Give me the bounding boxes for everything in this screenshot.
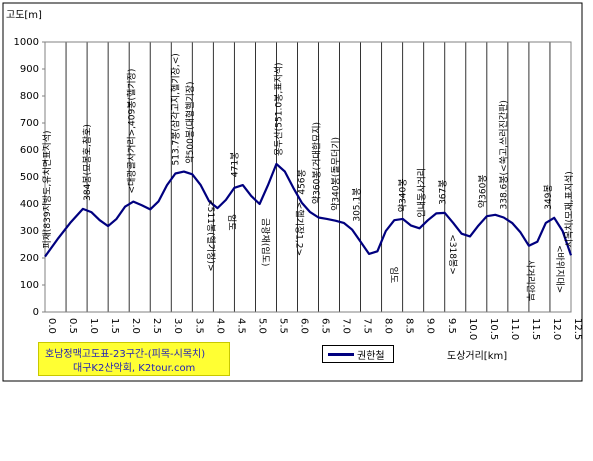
x-tick-label-0: 0.0 (46, 318, 57, 334)
x-tick-label-25: 12.5 (572, 318, 583, 340)
annotation-18: 367봉 (438, 179, 449, 204)
annotation-13: 약340봉(돌무더기) (329, 137, 341, 211)
annotation-23: 349봉 (543, 184, 554, 209)
y-tick-label-7: 700 (20, 118, 39, 129)
annotation-19: <318봉> (447, 234, 458, 275)
annotation-17: 인내동사거리 (417, 168, 428, 218)
annotation-3: 513.7봉(삼각고지,헬기장,<) (169, 53, 181, 165)
x-tick-label-19: 9.5 (446, 318, 457, 334)
x-tick-label-7: 3.5 (193, 318, 204, 334)
annotations: 피재(839지방도,유치면표지석) 384봉(묘봉호,참호) <대광골사거리>,40… (41, 53, 575, 301)
y-axis-label: 고도[m] (6, 10, 42, 21)
annotation-2: <대광골사거리>,409봉(헬기장) (125, 69, 137, 194)
x-tick-label-1: 0.5 (67, 318, 78, 334)
annotation-24: <바위지대> (554, 245, 565, 293)
y-tick-label-6: 600 (20, 145, 39, 156)
legend-series-name: 권한철 (357, 351, 385, 362)
annotation-22: 사거리안부 (525, 260, 536, 301)
annotation-1: 384봉(묘봉호,참호) (82, 124, 93, 201)
chart-title-box: 호남정맥고도표-23구간-(피목-시목치) 대구K2산악회, K2tour.co… (38, 342, 230, 376)
annotation-25: 시목치(모재,표지석) (563, 171, 575, 247)
x-axis-label: 도상거리[km] (447, 351, 508, 362)
x-tick-label-9: 4.5 (235, 318, 246, 334)
x-tick-label-3: 1.5 (109, 318, 120, 334)
annotation-20: 약360봉 (477, 174, 489, 208)
x-tick-label-22: 11.0 (509, 318, 520, 340)
annotation-8: 금광재(임도) (260, 218, 272, 266)
y-tick-label-2: 200 (20, 253, 39, 264)
y-tick-label-0: 0 (33, 307, 39, 318)
y-tick-label-3: 300 (20, 226, 39, 237)
x-tick-label-4: 2.0 (130, 318, 141, 334)
annotation-10: <헬기장1,2> (293, 202, 304, 256)
annotation-4: 약500봉(대형헬기장) (184, 81, 196, 163)
x-tick-label-14: 7.0 (341, 318, 352, 334)
chart-title: 호남정맥고도표-23구간-(피목-시목치) (45, 349, 206, 360)
chart-border (2, 2, 583, 382)
x-tick-label-20: 10.0 (467, 318, 478, 340)
y-tick-label-4: 400 (20, 199, 39, 210)
annotation-7: 471봉 (229, 152, 240, 177)
legend-line-swatch (328, 353, 354, 356)
chart-subtitle: 대구K2산악회, K2tour.com (73, 363, 196, 374)
annotation-15: 임도 (388, 267, 400, 284)
annotation-12: 약360봉(거대한묘지) (310, 122, 322, 204)
x-tick-label-12: 6.0 (298, 318, 309, 334)
annotation-11: 456봉 (297, 169, 308, 194)
x-tick-label-6: 3.0 (172, 318, 183, 334)
x-tick-label-2: 1.0 (88, 318, 99, 334)
x-tick-label-13: 6.5 (320, 318, 331, 334)
annotation-16: 약340봉 (397, 178, 409, 212)
annotation-14: 305.1봉 (351, 188, 362, 222)
annotation-5: <511봉(헬기장)> (205, 199, 216, 271)
y-tick-label-10: 1000 (14, 37, 39, 48)
annotation-9: 용두산(551.0봉,표지석) (274, 62, 285, 156)
x-tick-label-18: 9.0 (425, 318, 436, 334)
y-tick-label-9: 900 (20, 64, 39, 75)
annotation-0: 피재(839지방도,유치면표지석) (41, 130, 53, 248)
x-tick-label-24: 12.0 (551, 318, 562, 340)
y-tick-label-1: 100 (20, 280, 39, 291)
y-tick-label-5: 500 (20, 172, 39, 183)
x-tick-label-8: 4.0 (214, 318, 225, 334)
grid-lines (65, 42, 551, 312)
annotation-21: 338.6봉(<쑥고,쓰러진간판) (499, 100, 510, 209)
series-line-권한철 (44, 162, 573, 258)
x-tick-label-11: 5.5 (277, 318, 288, 334)
x-tick-label-15: 7.5 (362, 318, 373, 334)
y-tick-labels: 0 100 200 300 400 500 600 700 800 900 1000 (14, 37, 45, 318)
x-tick-label-17: 8.5 (404, 318, 415, 334)
x-tick-label-21: 10.5 (488, 318, 499, 340)
x-tick-labels: 0.0 0.5 1.0 1.5 2.0 2.5 3.0 3.5 4.0 4.5 5.0 5.5 6.0 6… (46, 318, 583, 340)
annotation-6: 임도 (226, 214, 238, 231)
x-tick-label-5: 2.5 (151, 318, 162, 334)
legend: 권한철 (322, 345, 394, 363)
x-tick-label-23: 11.5 (530, 318, 541, 340)
x-tick-label-16: 8.0 (383, 318, 394, 334)
x-tick-label-10: 5.0 (256, 318, 267, 334)
y-tick-label-8: 800 (20, 91, 39, 102)
